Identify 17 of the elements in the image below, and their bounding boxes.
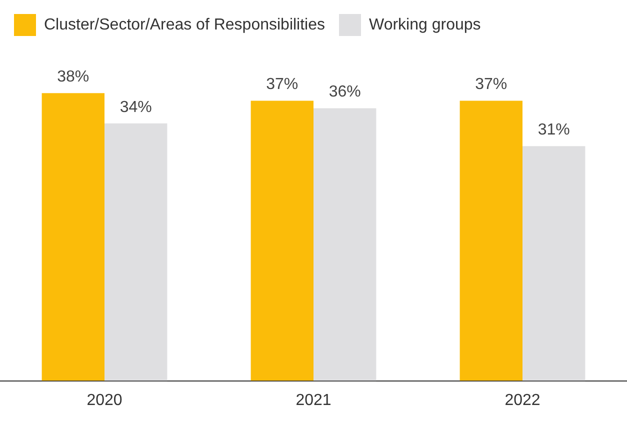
x-tick-label: 2022 xyxy=(504,392,540,409)
data-label: 37% xyxy=(475,76,508,94)
data-label: 37% xyxy=(266,76,298,94)
bar xyxy=(460,100,522,381)
data-label: 34% xyxy=(120,98,152,116)
legend-label: Cluster/Sector/Areas of Responsibilities xyxy=(44,16,326,34)
data-label: 31% xyxy=(538,122,570,139)
bar xyxy=(250,100,314,381)
data-label: 36% xyxy=(328,84,361,101)
data-label: 38% xyxy=(57,68,90,86)
bar xyxy=(522,146,586,381)
x-tick-label: 2021 xyxy=(296,392,332,409)
x-tick-label: 2020 xyxy=(86,392,122,409)
bar xyxy=(42,93,104,381)
bar xyxy=(104,123,168,381)
legend-label: Working groups xyxy=(369,16,481,34)
bar xyxy=(314,108,376,381)
